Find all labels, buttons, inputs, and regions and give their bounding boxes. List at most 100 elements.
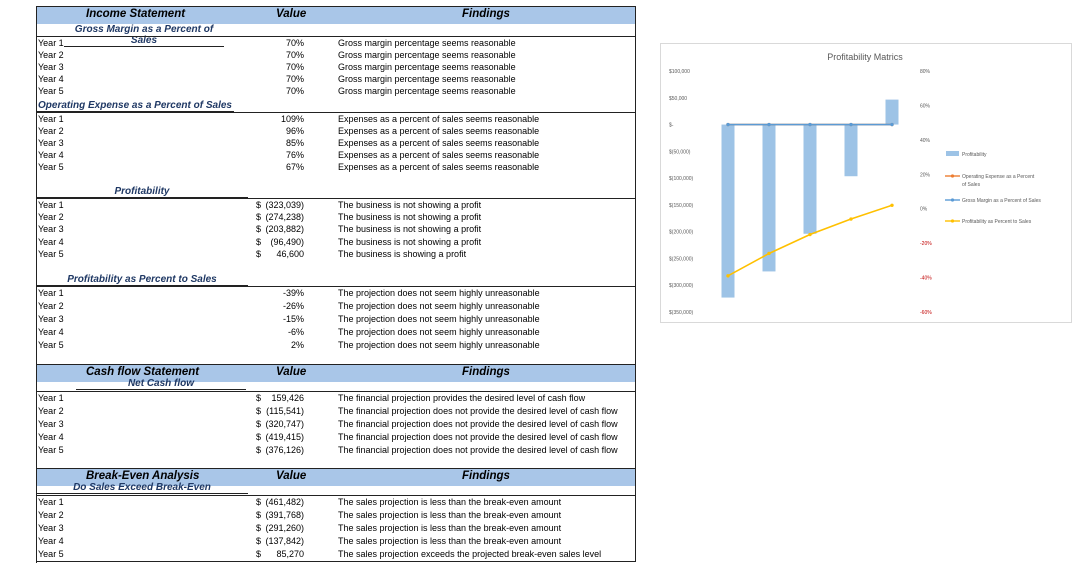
table-row: Year 3 $ (291,260) The sales projection is … <box>36 523 635 536</box>
row-value: (320,747) <box>265 419 304 429</box>
row-value: 70% <box>285 50 304 60</box>
row-finding: The business is not showing a profit <box>338 212 482 223</box>
row-value: 76% <box>285 150 304 160</box>
value-column-header: Value <box>276 366 307 378</box>
row-value: (291,260) <box>265 523 304 533</box>
row-label: Year 3 <box>38 62 64 72</box>
row-value: 2% <box>290 340 304 350</box>
y-left-tick-label: $100,000 <box>669 69 690 75</box>
y-left-tick-label: $(50,000) <box>669 149 691 155</box>
row-label: Year 2 <box>38 126 64 136</box>
profitability-as-percent-to-sales-point <box>849 217 853 221</box>
row-label: Year 3 <box>38 224 64 235</box>
row-label: Year 4 <box>38 150 64 160</box>
row-finding: The business is not showing a profit <box>338 224 482 235</box>
legend-marker <box>950 219 955 223</box>
legend-label: Gross Margin as a Percent of Sales <box>962 198 1041 204</box>
profitability-bar <box>844 124 858 177</box>
table-row: Year 2 96% Expenses as a percent of sales … <box>36 126 635 138</box>
row-value: 109% <box>280 114 304 124</box>
findings-column-header: Findings <box>462 366 510 378</box>
table-row: Year 2 -26% The projection does not seem h… <box>36 301 635 314</box>
row-value: (376,126) <box>265 445 304 455</box>
chart-title: Profitability Matrics <box>827 52 903 62</box>
gross-margin-as-a-percent-of-sales-point <box>808 122 812 127</box>
row-label: Year 3 <box>38 419 64 429</box>
legend-label: Profitability as Percent to Sales <box>962 219 1032 225</box>
y-left-tick-label: $(300,000) <box>669 283 694 289</box>
row-finding: The sales projection is less than the br… <box>338 536 562 546</box>
table-row: Year 4 $ (96,490) The business is not showi… <box>36 237 635 249</box>
row-finding: The sales projection is less than the br… <box>338 510 562 520</box>
row-label: Year 2 <box>38 50 64 60</box>
section-header-band: Cash flow Statement Value Findings <box>36 364 635 382</box>
row-finding: Expenses as a percent of sales seems rea… <box>338 150 540 160</box>
row-value: 85,270 <box>276 549 304 559</box>
row-finding: The business is not showing a profit <box>338 236 482 247</box>
row-value: (115,541) <box>266 406 304 416</box>
section-title: Income Statement <box>86 8 186 20</box>
subsection-title: Operating Expense as a Percent of Sales <box>36 100 234 112</box>
legend-label-line: of Sales <box>962 182 981 188</box>
row-value: (461,482) <box>265 497 304 507</box>
row-value: 96% <box>285 126 304 136</box>
currency-symbol: $ <box>256 248 262 259</box>
row-value: (419,415) <box>265 432 304 442</box>
legend-label: Operating Expense as a Percent of Sales <box>962 174 1035 188</box>
legend-label-line: Operating Expense as a Percent <box>962 174 1035 180</box>
row-label: Year 5 <box>38 340 64 350</box>
row-label: Year 5 <box>38 549 64 559</box>
y-left-tick-label: $50,000 <box>669 96 687 102</box>
table-row: Year 1 $ (323,039) The business is not show… <box>36 200 635 212</box>
row-label: Year 5 <box>38 445 64 455</box>
profitability-as-percent-to-sales-point <box>890 203 894 207</box>
table-row: Year 4 $ (419,415) The financial projection… <box>36 432 635 445</box>
row-value: (323,039) <box>265 200 304 210</box>
currency-symbol: $ <box>256 236 262 247</box>
row-value: -6% <box>287 327 304 337</box>
profitability-bar <box>803 124 817 234</box>
row-finding: Expenses as a percent of sales seems rea… <box>338 162 540 172</box>
legend-label: Profitability <box>962 152 987 158</box>
table-row: Year 4 $ (137,842) The sales projection is … <box>36 536 635 549</box>
y-right-tick-label: 60% <box>920 103 931 109</box>
row-label: Year 3 <box>38 138 64 148</box>
row-finding: The projection does not seem highly unre… <box>338 288 540 298</box>
value-column-header: Value <box>276 470 307 482</box>
profitability-as-percent-to-sales-point <box>767 251 771 256</box>
row-finding: The financial projection does not provid… <box>338 406 618 416</box>
row-value: 70% <box>285 74 304 84</box>
table-row: Year 5 2% The projection does not seem hig… <box>36 340 635 353</box>
row-finding: The projection does not seem highly unre… <box>338 340 540 350</box>
chart-svg: Profitability Matrics $100,000 $50,000 $- $(… <box>669 52 1041 316</box>
currency-symbol: $ <box>256 432 262 442</box>
subsection-title: Net Cash flow <box>76 378 246 390</box>
row-finding: Gross margin percentage seems reasonable <box>338 50 516 60</box>
table-row: Year 3 $ (203,882) The business is not show… <box>36 224 635 236</box>
table-row: Year 4 -6% The projection does not seem hi… <box>36 327 635 340</box>
row-label: Year 5 <box>38 162 64 172</box>
table-row: Year 3 85% Expenses as a percent of sales … <box>36 138 635 150</box>
legend-marker <box>950 198 955 202</box>
table-row: Year 5 $85,270 The sales projection exceed… <box>36 549 635 562</box>
row-value: 85% <box>285 138 304 148</box>
row-value: 159,426 <box>271 393 304 403</box>
y-left-tick-label: $(200,000) <box>669 230 694 236</box>
row-value: (391,768) <box>265 510 304 520</box>
findings-column-header: Findings <box>462 470 510 482</box>
row-value: 46,600 <box>276 248 304 259</box>
row-label: Year 4 <box>38 432 64 442</box>
currency-symbol: $ <box>256 497 262 507</box>
legend-marker <box>950 174 955 178</box>
row-value: 67% <box>285 162 304 172</box>
row-label: Year 5 <box>38 248 64 259</box>
gross-margin-as-a-percent-of-sales-point <box>849 122 853 127</box>
table-row: Year 3 -15% The projection does not seem h… <box>36 314 635 327</box>
section-header-band: Income Statement Value Findings <box>36 6 635 24</box>
currency-symbol: $ <box>256 536 262 546</box>
profitability-bar <box>762 124 776 272</box>
currency-symbol: $ <box>256 224 262 235</box>
row-finding: The sales projection exceeds the project… <box>338 549 602 559</box>
row-value: -26% <box>282 301 304 311</box>
subsection-title: Profitability as Percent to Sales <box>36 274 248 286</box>
